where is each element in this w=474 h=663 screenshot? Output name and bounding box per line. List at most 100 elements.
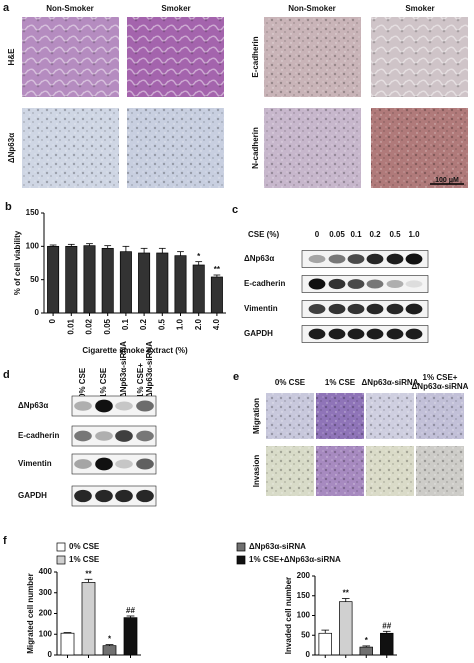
micrograph-texture	[264, 108, 361, 188]
lane-label: ΔNp63α-siRNA	[145, 341, 154, 398]
blot-band	[115, 401, 133, 411]
blot-band	[308, 254, 326, 264]
blot-row-label: GAPDH	[18, 491, 47, 500]
blot-band	[136, 458, 154, 470]
legend-label: 1% CSE	[69, 555, 100, 564]
blot-strip	[71, 395, 157, 417]
bar	[83, 245, 96, 314]
micrograph-texture	[127, 108, 224, 188]
legend-label: 0% CSE	[69, 542, 100, 551]
lane-label: 0.1	[350, 230, 362, 239]
blot-band	[347, 279, 365, 289]
bar	[174, 255, 187, 314]
blot-band	[328, 328, 346, 340]
y-tick-label: 0	[35, 308, 40, 317]
column-header: 0% CSE	[275, 378, 306, 387]
legend-label: 1% CSE+ΔNp63α-siRNA	[249, 555, 341, 564]
lane-label: 0.05	[329, 230, 345, 239]
legend-label: ΔNp63α-siRNA	[249, 542, 306, 551]
blot-band	[95, 399, 113, 413]
x-tick-label: 1.0	[176, 318, 185, 330]
blot-row-label: GAPDH	[244, 329, 273, 338]
x-axis-label: Cigarette smoke extract (%)	[82, 346, 188, 355]
x-tick-label: 0	[48, 318, 57, 323]
significance-label: ##	[126, 606, 135, 615]
micrograph-texture	[266, 393, 314, 439]
column-header: 1% CSE+	[423, 373, 458, 382]
column-header: Smoker	[405, 4, 434, 13]
row-label: E-cadherin	[251, 36, 260, 77]
bar	[318, 632, 332, 656]
bar	[65, 245, 78, 314]
x-tick-label: 4.0	[212, 318, 221, 330]
legend-swatch	[236, 542, 246, 552]
y-axis-label: Invaded cell number	[284, 577, 293, 654]
blot-band	[95, 489, 113, 503]
y-tick-label: 100	[26, 241, 40, 250]
micrograph-texture	[22, 108, 119, 188]
column-header: Non-Smoker	[288, 4, 336, 13]
blot-band	[136, 489, 154, 503]
micrograph-texture	[371, 108, 468, 188]
x-tick-label: 0.02	[85, 318, 94, 334]
scale-bar-label: 100 μM	[435, 177, 459, 184]
micrograph-texture	[264, 17, 361, 97]
bar	[380, 632, 394, 656]
panel-label: a	[3, 2, 10, 14]
blot-band	[74, 401, 92, 411]
blot-band	[95, 431, 113, 441]
column-header: 1% CSE	[325, 378, 356, 387]
blot-band	[405, 328, 423, 340]
x-tick-label: 0.1	[121, 318, 130, 330]
blot-row-label: Vimentin	[244, 304, 278, 313]
y-tick-label: 200	[39, 609, 53, 618]
column-header: ΔNp63α-siRNA	[362, 378, 419, 387]
blot-row-label: E-cadherin	[244, 279, 285, 288]
panel-label: f	[3, 535, 7, 547]
blot-band	[308, 303, 326, 315]
bar	[138, 252, 151, 314]
row-label: Invasion	[252, 455, 261, 488]
x-tick-label: 0.05	[103, 318, 112, 334]
significance-label: ##	[382, 621, 391, 630]
y-tick-label: 200	[297, 571, 311, 580]
blot-band	[328, 254, 346, 264]
blot-band	[328, 278, 346, 290]
blot-band	[136, 400, 154, 412]
blot-strip	[71, 425, 157, 447]
blot-band	[74, 489, 92, 503]
blot-band	[405, 280, 423, 288]
panel-label: b	[5, 201, 12, 213]
bar	[47, 245, 60, 314]
blot-band	[366, 253, 384, 265]
y-tick-label: 0	[48, 650, 53, 659]
bar	[60, 632, 75, 656]
micrograph-texture	[266, 446, 314, 496]
bar	[192, 264, 205, 314]
y-tick-label: 100	[39, 629, 53, 638]
y-tick-label: 400	[39, 567, 53, 576]
y-tick-label: 150	[26, 208, 40, 217]
lane-label: 0	[315, 230, 320, 239]
lane-label: 1% CSE	[99, 367, 108, 398]
micrograph-texture	[416, 393, 464, 439]
column-header: Smoker	[161, 4, 190, 13]
blot-strip	[71, 453, 157, 475]
x-tick-label: 0.5	[157, 318, 166, 330]
y-tick-label: 50	[30, 275, 39, 284]
bar	[81, 582, 96, 656]
blot-band	[115, 489, 133, 503]
micrograph-texture	[416, 446, 464, 496]
blot-band	[347, 328, 365, 340]
lane-label: 0% CSE	[78, 367, 87, 398]
lane-label: 1% CSE+	[136, 363, 145, 398]
blot-band	[386, 253, 404, 265]
significance-label: *	[365, 636, 369, 645]
panel-label: d	[3, 369, 10, 381]
y-axis-label: Migrated cell number	[26, 573, 35, 653]
micrograph-texture	[371, 17, 468, 97]
blot-band	[95, 457, 113, 471]
micrograph-texture	[22, 17, 119, 97]
bar	[339, 601, 353, 656]
